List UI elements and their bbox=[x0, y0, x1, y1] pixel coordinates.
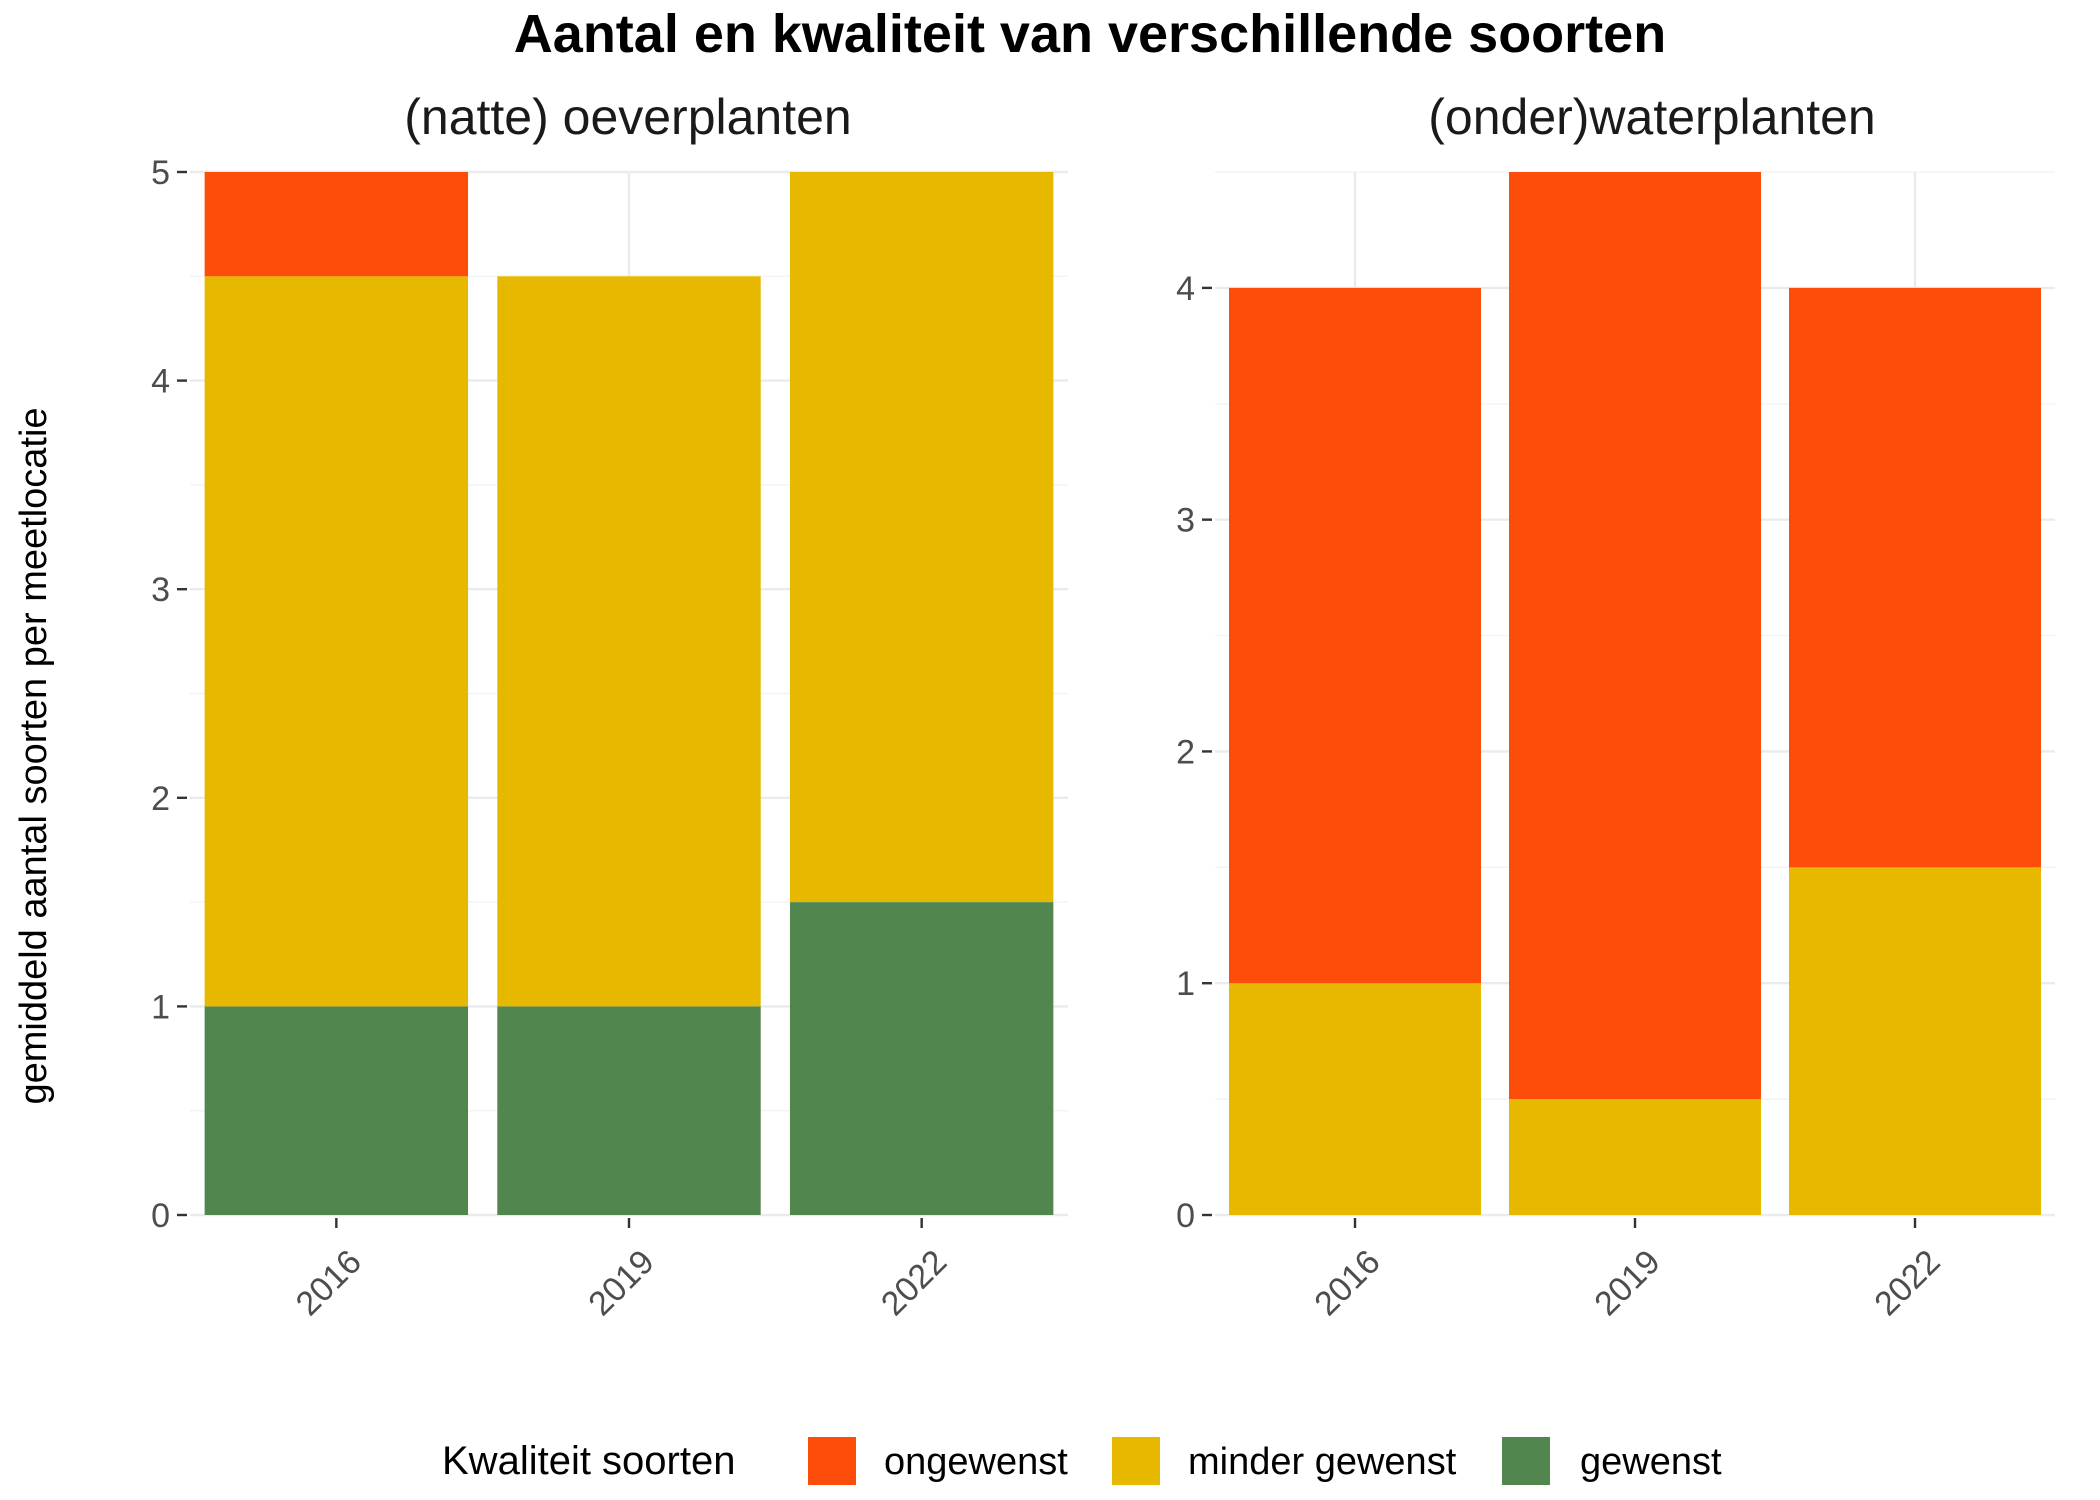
y-tick-label: 5 bbox=[151, 154, 170, 192]
legend: Kwaliteit soorten ongewenst minder gewen… bbox=[442, 1437, 1722, 1485]
y-tick-label: 4 bbox=[151, 363, 170, 401]
y-tick-label: 1 bbox=[1176, 965, 1195, 1003]
y-tick-label: 1 bbox=[151, 988, 170, 1026]
legend-swatch-gewenst bbox=[1502, 1437, 1550, 1485]
y-tick-label: 3 bbox=[1176, 502, 1195, 540]
y-tick-label: 3 bbox=[151, 571, 170, 609]
bar-minder-gewenst-2019 bbox=[1509, 1099, 1761, 1215]
legend-label-ongewenst: ongewenst bbox=[884, 1441, 1068, 1483]
y-tick-label: 2 bbox=[151, 780, 170, 818]
bar-ongewenst-2019 bbox=[1509, 172, 1761, 1100]
y-axis-title: gemiddeld aantal soorten per meetlocatie bbox=[13, 407, 55, 1104]
x-tick-label: 2022 bbox=[1867, 1243, 1947, 1323]
legend-label-gewenst: gewenst bbox=[1580, 1441, 1722, 1483]
facet-title-onder-waterplanten: (onder)waterplanten bbox=[1428, 89, 1876, 145]
bar-minder-gewenst-2016 bbox=[204, 276, 469, 1007]
panel-onder-waterplanten: (onder)waterplanten 0 1 2 3 4 2016 2019 2022 bbox=[1176, 89, 2055, 1323]
y-tick-label: 0 bbox=[1176, 1197, 1195, 1235]
y-tick-label: 2 bbox=[1176, 733, 1195, 771]
bar-minder-gewenst-2022 bbox=[789, 172, 1054, 903]
y-tick-label: 0 bbox=[151, 1197, 170, 1235]
bar-gewenst-2016 bbox=[204, 1006, 469, 1215]
chart-title: Aantal en kwaliteit van verschillende so… bbox=[514, 4, 1666, 64]
bar-ongewenst-2016 bbox=[204, 172, 469, 277]
legend-swatch-minder-gewenst bbox=[1112, 1437, 1160, 1485]
bar-ongewenst-2022 bbox=[1789, 287, 2041, 868]
bar-minder-gewenst-2019 bbox=[497, 276, 761, 1007]
x-tick-label: 2019 bbox=[1587, 1243, 1667, 1323]
legend-swatch-ongewenst bbox=[808, 1437, 856, 1485]
x-tick-label: 2016 bbox=[1307, 1243, 1387, 1323]
bar-gewenst-2022 bbox=[789, 902, 1054, 1215]
legend-label-minder-gewenst: minder gewenst bbox=[1188, 1441, 1457, 1483]
bar-minder-gewenst-2016 bbox=[1229, 983, 1481, 1215]
bar-ongewenst-2016 bbox=[1229, 287, 1481, 984]
facet-title-natte-oeverplanten: (natte) oeverplanten bbox=[404, 89, 852, 145]
x-tick-label: 2019 bbox=[581, 1243, 661, 1323]
y-tick-label: 4 bbox=[1176, 270, 1195, 308]
bar-minder-gewenst-2022 bbox=[1789, 867, 2041, 1215]
bar-gewenst-2019 bbox=[497, 1006, 761, 1215]
x-tick-label: 2022 bbox=[874, 1243, 954, 1323]
panel-natte-oeverplanten: (natte) oeverplanten 0 1 2 3 4 5 2016 2019 2022 bbox=[151, 89, 1068, 1323]
legend-title: Kwaliteit soorten bbox=[442, 1439, 735, 1483]
x-tick-label: 2016 bbox=[289, 1243, 369, 1323]
